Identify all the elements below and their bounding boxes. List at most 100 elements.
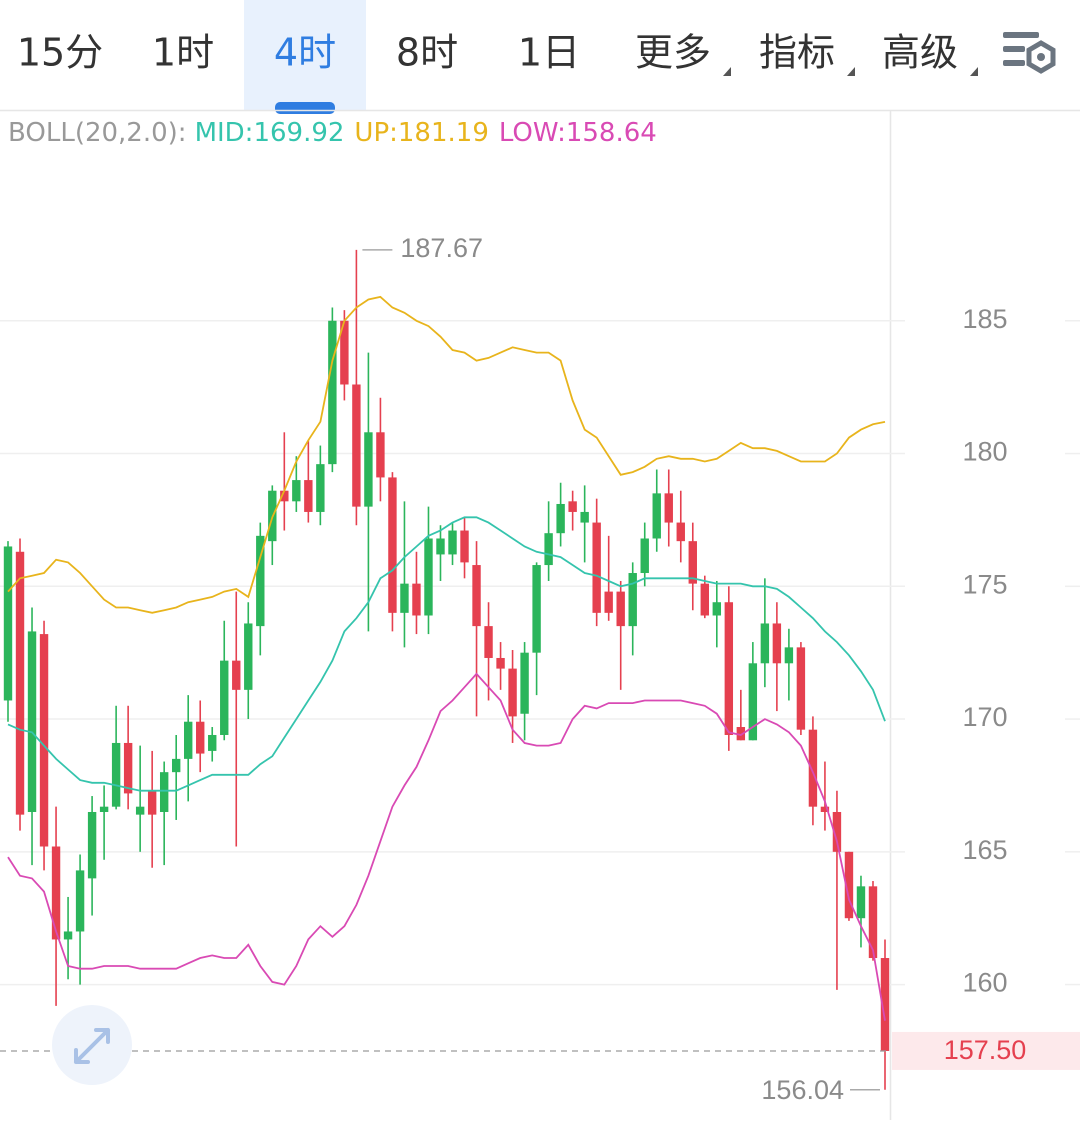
high-marker-label: 187.67 xyxy=(400,233,483,263)
candle-body xyxy=(3,546,13,701)
tab-label: 更多 xyxy=(635,31,711,75)
candle-body xyxy=(460,530,469,563)
tab-active-bg xyxy=(244,0,366,110)
tab[interactable]: 4时 xyxy=(244,0,366,114)
expand-arrows xyxy=(74,1028,110,1064)
candle-body xyxy=(208,734,217,751)
candle-body xyxy=(796,647,806,730)
candle-body xyxy=(616,591,625,627)
icon-bar xyxy=(1003,60,1025,66)
settings-icon[interactable] xyxy=(1003,32,1056,74)
tab[interactable]: 高级 xyxy=(882,31,978,77)
indicator-line xyxy=(7,672,886,1021)
expand-button[interactable] xyxy=(52,1005,132,1085)
candle-body xyxy=(736,727,746,741)
candle-body xyxy=(532,565,541,653)
tab[interactable]: 指标 xyxy=(759,31,855,77)
candle-body xyxy=(400,583,409,613)
indicator-line xyxy=(7,516,886,792)
candle-body xyxy=(688,541,697,584)
candle-body xyxy=(184,721,193,759)
candle-body xyxy=(784,647,794,664)
candle-body xyxy=(340,320,349,385)
indicator-legend: BOLL(20,2.0): MID:169.92 UP:181.19 LOW:158.… xyxy=(8,118,657,148)
y-tick-label: 170 xyxy=(962,702,1007,732)
candle-body xyxy=(232,660,241,690)
candle-body xyxy=(15,551,25,815)
candle-body xyxy=(376,432,385,478)
candle-body xyxy=(352,384,361,507)
candle-body xyxy=(568,501,577,512)
candle-body xyxy=(472,565,481,627)
dropdown-caret xyxy=(723,67,731,76)
candle-body xyxy=(880,958,890,1051)
y-tick-label: 165 xyxy=(962,835,1007,865)
legend-entry: MID:169.92 xyxy=(195,118,345,148)
candle-body xyxy=(844,851,854,919)
tab-label: 1时 xyxy=(152,31,214,75)
candle-body xyxy=(244,623,253,690)
dropdown-caret xyxy=(970,67,978,76)
y-tick-label: 185 xyxy=(962,304,1007,334)
y-tick-label: 160 xyxy=(962,968,1007,998)
candle-body xyxy=(75,870,85,932)
candle-body xyxy=(808,729,818,807)
tab[interactable]: 1时 xyxy=(152,31,214,75)
candle-body xyxy=(832,811,842,852)
tab-label: 1日 xyxy=(518,31,580,75)
tab[interactable]: 1日 xyxy=(518,31,580,75)
y-tick-label: 180 xyxy=(962,437,1007,467)
candle-body xyxy=(712,602,722,616)
candle-body xyxy=(436,538,445,555)
tab-label: 15分 xyxy=(17,31,103,75)
tab-bar: 15分 1时 4时 8时 1日 更多 指标 高级 xyxy=(17,0,978,114)
tab-indicator xyxy=(275,102,335,114)
candle-body xyxy=(292,480,301,502)
candle-body xyxy=(63,931,73,940)
candle-body xyxy=(27,631,37,812)
tab[interactable]: 15分 xyxy=(17,31,103,75)
tab-label: 8时 xyxy=(396,31,458,75)
candle-body xyxy=(424,538,433,616)
candle-body xyxy=(147,790,157,815)
tab-label: 指标 xyxy=(759,31,835,75)
last-price-box xyxy=(892,1031,1080,1070)
candle-body xyxy=(700,583,709,616)
last-price-label: 157.50 xyxy=(944,1035,1027,1065)
candle-body xyxy=(580,511,589,523)
candle-body xyxy=(280,490,289,502)
candle-body xyxy=(676,522,685,542)
candle-body xyxy=(316,464,325,512)
candle-body xyxy=(772,623,782,664)
icon-bar xyxy=(1003,32,1039,38)
candle-body xyxy=(556,503,565,534)
candle-body xyxy=(39,634,49,847)
candle-body xyxy=(171,758,181,773)
candle-body xyxy=(592,522,601,613)
tab[interactable]: 更多 xyxy=(635,31,731,77)
candle-body xyxy=(508,668,517,717)
candle-body xyxy=(484,626,493,658)
tab[interactable]: 8时 xyxy=(396,31,458,75)
candle-body xyxy=(51,846,61,940)
candle-body xyxy=(520,652,529,714)
candle-body xyxy=(496,657,505,669)
candle-body xyxy=(868,886,878,959)
legend-entry: UP:181.19 xyxy=(354,118,488,148)
icon-bar xyxy=(1003,46,1025,52)
indicator-line xyxy=(7,295,886,614)
candle-body xyxy=(856,886,866,919)
candle-body xyxy=(220,660,229,735)
candle-body xyxy=(412,583,421,616)
candle-body xyxy=(256,535,265,627)
dropdown-caret xyxy=(847,67,855,76)
candle-body xyxy=(748,663,758,741)
indicator-name: BOLL(20,2.0): xyxy=(8,118,187,148)
candle-body xyxy=(820,806,830,812)
y-tick-label: 175 xyxy=(962,569,1007,599)
candle-body xyxy=(135,806,145,815)
candle-body xyxy=(99,806,109,812)
candle-body xyxy=(304,480,313,512)
candle-body xyxy=(87,811,97,879)
